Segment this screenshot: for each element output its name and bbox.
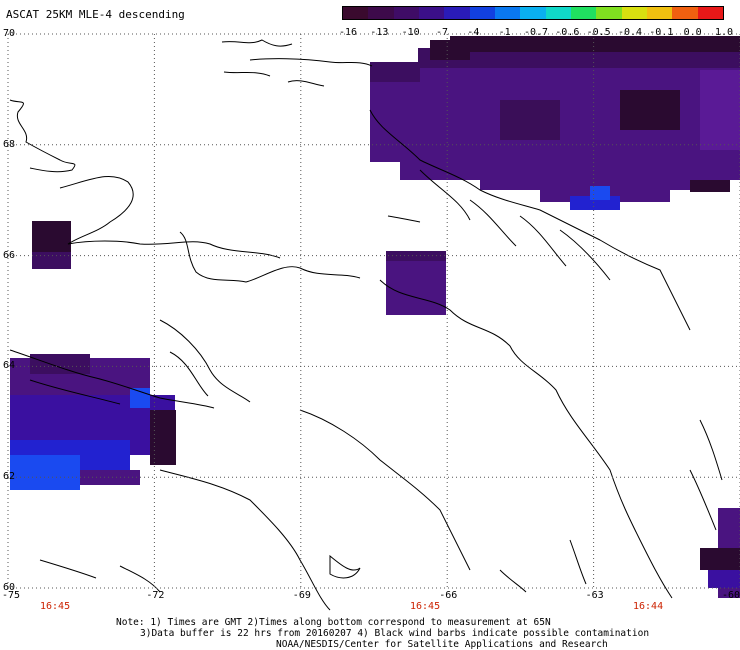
- heatmap-cell: [620, 90, 680, 130]
- colorbar-segment: [545, 7, 571, 19]
- x-tick-label: -75: [2, 590, 21, 601]
- colorbar-tick-label: -0.7: [523, 27, 549, 38]
- colorbar-tick-label: -0.1: [649, 27, 674, 38]
- y-tick-label: 70: [3, 28, 16, 39]
- heatmap-cell: [590, 186, 610, 200]
- colorbar-tick-label: -0.4: [617, 27, 643, 38]
- x-tick-label: -63: [585, 590, 604, 601]
- x-tick-label: -60: [722, 590, 740, 601]
- heatmap-cell: [370, 62, 420, 82]
- colorbar-tick-label: 0.0: [683, 27, 702, 38]
- colorbar-segment: [494, 7, 521, 19]
- y-tick-label: 66: [3, 249, 16, 261]
- colorbar-segment: [621, 7, 647, 19]
- colorbar-tick-label: -0.6: [555, 27, 580, 38]
- colorbar-tick-label: -7: [435, 27, 449, 38]
- colorbar: [342, 6, 724, 20]
- colorbar-segment: [343, 7, 369, 19]
- x-tick-label: -69: [292, 590, 311, 601]
- colorbar-segment: [697, 7, 723, 19]
- heatmap-cell: [430, 40, 470, 60]
- colorbar-tick-label: -13: [370, 27, 389, 38]
- coastlines: [9, 39, 723, 611]
- colorbar-segment: [672, 7, 698, 19]
- heatmap-cell: [500, 100, 560, 140]
- colorbar-tick-label: -10: [401, 27, 420, 38]
- heatmap-cell: [708, 570, 740, 588]
- time-label: 16:45: [40, 601, 71, 612]
- colorbar-segment: [596, 7, 622, 19]
- heatmap-cell: [130, 388, 150, 408]
- chart-title: ASCAT 25KM MLE-4 descending: [6, 8, 185, 21]
- heatmap-cell: [480, 170, 700, 190]
- y-tick-label: 68: [3, 138, 16, 150]
- time-label: 16:44: [633, 601, 664, 612]
- heatmap-cell: [700, 70, 740, 150]
- y-tick-label: 60: [3, 582, 16, 593]
- heatmap-cell: [30, 354, 90, 374]
- heatmap-cell: [32, 252, 71, 269]
- note-line-2: 3)Data buffer is 22 hrs from 20160207 4)…: [140, 628, 650, 639]
- colorbar-segment: [646, 7, 673, 19]
- x-tick-label: -72: [146, 590, 165, 601]
- lat-lon-grid: [7, 33, 740, 589]
- heatmap-cell: [150, 410, 176, 465]
- heatmap-cell: [10, 455, 80, 490]
- notes: Note: 1) Times are GMT 2)Times along bot…: [116, 617, 649, 650]
- heatmap-cell: [700, 548, 740, 570]
- y-tick-label: 64: [3, 360, 16, 372]
- heatmap-cell: [418, 48, 740, 68]
- note-line-1: Note: 1) Times are GMT 2)Times along bot…: [116, 617, 551, 628]
- y-tick-label: 62: [3, 471, 16, 483]
- colorbar-tick-label: 1.0: [714, 27, 734, 38]
- heatmap-cell: [450, 36, 740, 52]
- colorbar-segment: [444, 7, 470, 19]
- colorbar-tick-label: -0.5: [586, 27, 611, 38]
- time-label: 16:45: [410, 601, 441, 612]
- heatmap-cell: [690, 180, 730, 192]
- heatmap-cell: [386, 251, 446, 315]
- colorbar-segment: [469, 7, 495, 19]
- colorbar-segment: [520, 7, 546, 19]
- x-tick-label: -66: [439, 590, 458, 601]
- heatmap-cells: [10, 36, 740, 598]
- colorbar-segment: [393, 7, 419, 19]
- colorbar-tick-label: -1: [498, 27, 511, 38]
- colorbar-ticks: -16 -13 -10 -7 -4 -1 -0.7 -0.6 -0.5 -0.4 -0.1 0.0 1.…: [338, 27, 733, 39]
- colorbar-tick-label: -4: [467, 27, 480, 38]
- colorbar-segment: [368, 7, 394, 19]
- colorbar-segment: [418, 7, 445, 19]
- colorbar-tick-label: -16: [338, 27, 358, 38]
- colorbar-segment: [570, 7, 597, 19]
- note-line-3: NOAA/NESDIS/Center for Satellite Applica…: [276, 639, 608, 650]
- heatmap-cell: [80, 470, 140, 485]
